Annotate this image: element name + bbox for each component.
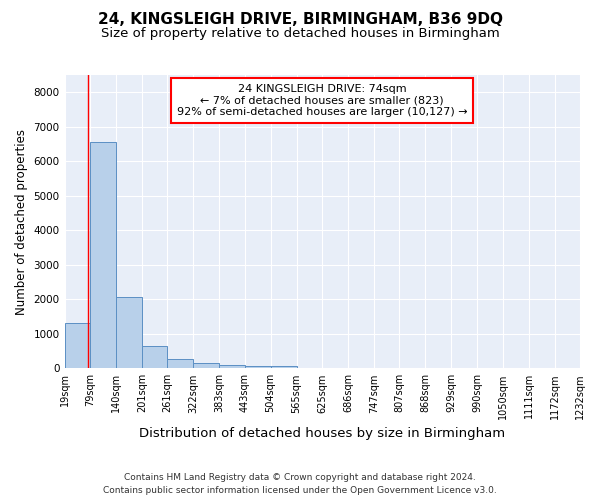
Text: 24, KINGSLEIGH DRIVE, BIRMINGHAM, B36 9DQ: 24, KINGSLEIGH DRIVE, BIRMINGHAM, B36 9D… (97, 12, 503, 28)
Bar (167, 358, 193, 368)
Bar (116, 296, 142, 368)
Text: Size of property relative to detached houses in Birmingham: Size of property relative to detached ho… (101, 28, 499, 40)
Bar (142, 346, 167, 368)
Bar (245, 366, 271, 368)
Y-axis label: Number of detached properties: Number of detached properties (15, 128, 28, 314)
X-axis label: Distribution of detached houses by size in Birmingham: Distribution of detached houses by size … (139, 427, 505, 440)
Bar (90, 142, 116, 368)
Bar (193, 364, 219, 368)
Text: Contains HM Land Registry data © Crown copyright and database right 2024.: Contains HM Land Registry data © Crown c… (124, 472, 476, 482)
Text: 24 KINGSLEIGH DRIVE: 74sqm
← 7% of detached houses are smaller (823)
92% of semi: 24 KINGSLEIGH DRIVE: 74sqm ← 7% of detac… (177, 84, 467, 117)
Bar (271, 366, 296, 368)
Bar (219, 365, 245, 368)
Text: Contains public sector information licensed under the Open Government Licence v3: Contains public sector information licen… (103, 486, 497, 495)
Bar (65, 324, 90, 368)
